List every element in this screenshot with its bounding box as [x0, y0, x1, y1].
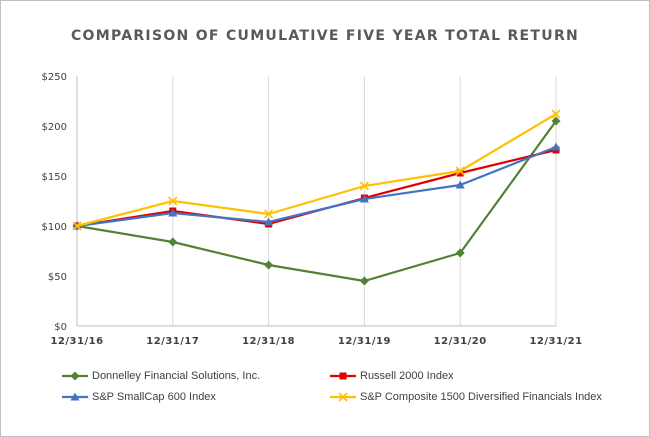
legend-item: Russell 2000 Index	[330, 370, 454, 382]
legend-marker	[339, 372, 347, 380]
series-line-0	[76, 120, 557, 283]
x-tick-label: 12/31/16	[50, 336, 103, 347]
series-0-point	[264, 260, 274, 270]
series-0-point	[359, 276, 369, 286]
series-line-2	[76, 145, 557, 228]
series-2-point	[264, 217, 274, 226]
y-tick-label: $250	[42, 72, 67, 83]
series-line-1	[76, 148, 557, 228]
x-tick-label: 12/31/21	[529, 336, 582, 347]
y-tick-label: $0	[54, 322, 67, 333]
series-3-point	[72, 221, 82, 231]
x-tick-label: 12/31/19	[338, 336, 391, 347]
series-3-point	[264, 209, 274, 219]
series-2-point	[551, 142, 561, 151]
x-tick-label: 12/31/18	[242, 336, 295, 347]
series-3-point	[359, 181, 369, 191]
series-2-point	[455, 180, 465, 189]
legend-marker	[70, 371, 80, 381]
legend-swatch	[330, 392, 356, 402]
legend-label: Donnelley Financial Solutions, Inc.	[92, 370, 261, 382]
legend-marker	[338, 392, 348, 402]
y-tick-label: $150	[42, 172, 67, 183]
series-2-point	[359, 194, 369, 203]
legend-item: S&P Composite 1500 Diversified Financial…	[330, 391, 602, 403]
series-0-point	[455, 248, 465, 258]
y-tick-label: $100	[42, 222, 67, 233]
series-0-point	[551, 116, 561, 126]
y-tick-label: $200	[42, 122, 67, 133]
legend-swatch	[62, 371, 88, 381]
series-0-point	[168, 237, 178, 247]
legend-swatch	[62, 392, 88, 401]
chart-legend: Donnelley Financial Solutions, Inc. Russe…	[0, 366, 650, 406]
series-2-point	[168, 208, 178, 217]
legend-item: S&P SmallCap 600 Index	[62, 391, 216, 403]
x-tick-label: 12/31/17	[146, 336, 199, 347]
legend-marker	[70, 392, 80, 401]
legend-label: Russell 2000 Index	[360, 370, 454, 382]
series-3-point	[168, 196, 178, 206]
legend-label: S&P Composite 1500 Diversified Financial…	[360, 391, 602, 403]
legend-label: S&P SmallCap 600 Index	[92, 391, 216, 403]
legend-swatch	[330, 372, 356, 380]
series-line-3	[76, 113, 557, 228]
chart-title: COMPARISON OF CUMULATIVE FIVE YEAR TOTAL…	[70, 28, 580, 44]
series-1-point	[456, 169, 464, 177]
x-tick-label: 12/31/20	[434, 336, 487, 347]
series-3-point	[551, 109, 561, 119]
legend-item: Donnelley Financial Solutions, Inc.	[62, 370, 260, 382]
y-tick-label: $50	[48, 272, 67, 283]
series-3-point	[455, 166, 465, 176]
